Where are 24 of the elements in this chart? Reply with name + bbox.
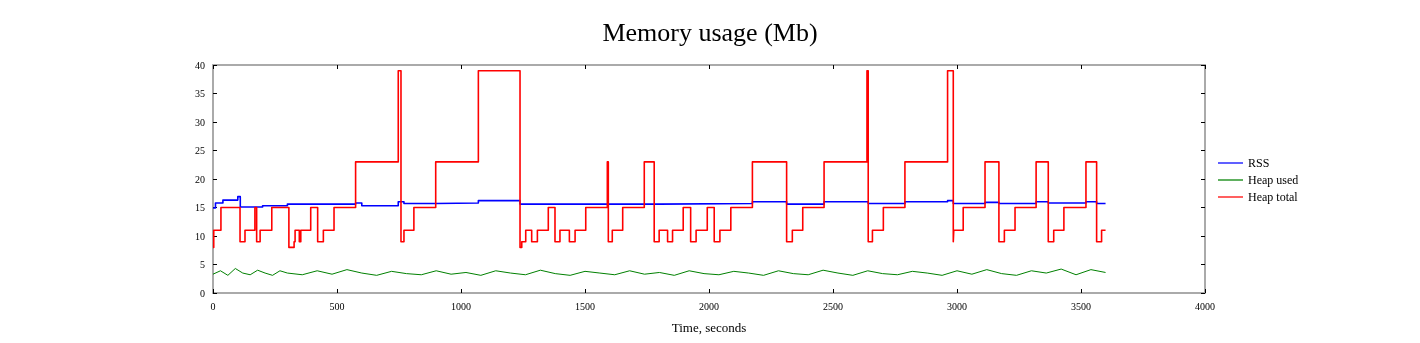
x-tick-label: 1000 (451, 300, 471, 312)
x-tick-label: 2000 (699, 300, 719, 312)
legend-label: RSS (1248, 156, 1270, 170)
x-tick-label: 0 (210, 300, 216, 312)
x-tick-label: 3000 (947, 300, 967, 312)
y-tick-label: 0 (200, 287, 205, 299)
x-tick-label: 1500 (575, 300, 595, 312)
line-series (212, 267, 1107, 276)
x-tick-label: 500 (329, 300, 345, 312)
x-tick-label: 3500 (1071, 300, 1091, 312)
y-tick-label: 35 (195, 88, 205, 99)
chart-title: Memory usage (Mb) (602, 17, 818, 47)
y-tick-label: 15 (195, 202, 205, 213)
y-tick-label: 25 (195, 145, 205, 156)
x-axis-title: Time, seconds (671, 320, 747, 335)
y-tick-label: 20 (195, 173, 205, 185)
x-tick-label: 2500 (823, 300, 843, 312)
x-tick-label: 4000 (1195, 300, 1215, 312)
y-tick-label: 40 (195, 59, 205, 71)
legend-label: Heap total (1248, 190, 1299, 204)
legend-label: Heap used (1248, 173, 1299, 187)
y-tick-label: 10 (195, 230, 205, 242)
y-tick-label: 5 (200, 259, 205, 270)
y-tick-label: 30 (195, 116, 205, 128)
